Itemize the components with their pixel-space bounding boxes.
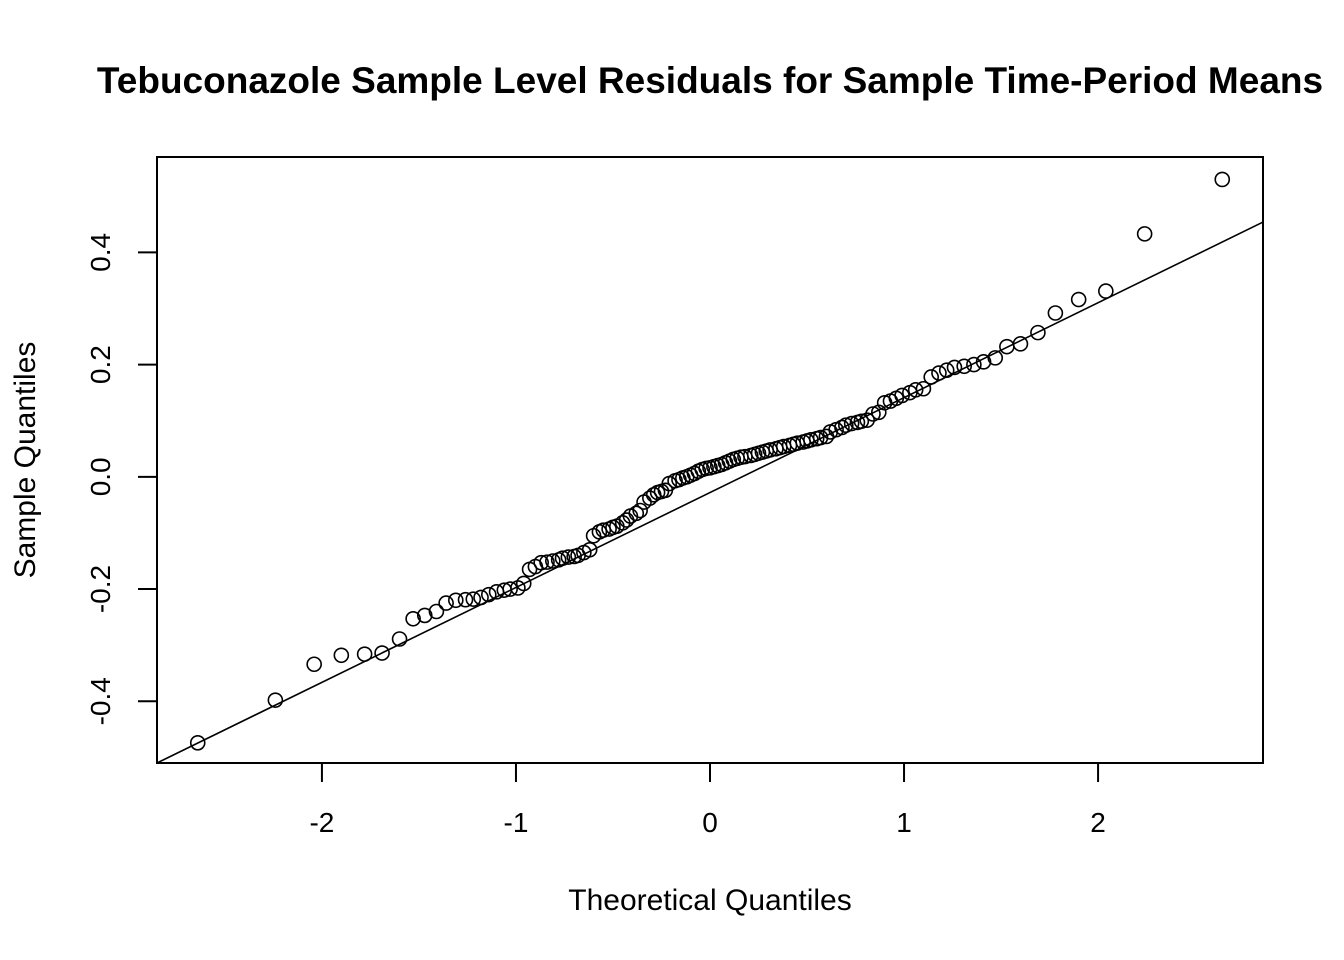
data-point	[416, 607, 433, 624]
data-point	[843, 415, 860, 432]
data-point	[457, 591, 474, 608]
data-point	[834, 419, 850, 436]
y-axis: -0.4 -0.2 0.0 0.2 0.4	[85, 233, 157, 725]
data-point	[502, 581, 518, 597]
data-point	[803, 431, 819, 448]
data-point	[1070, 291, 1087, 308]
data-point	[560, 549, 577, 565]
data-point	[946, 359, 963, 376]
data-point	[1214, 171, 1231, 188]
x-tick-label: -1	[504, 807, 529, 838]
data-point	[938, 362, 955, 379]
data-point	[632, 502, 648, 519]
data-point	[189, 734, 206, 751]
y-tick-label: 0.2	[85, 345, 116, 384]
data-point	[618, 512, 635, 528]
data-point	[465, 591, 482, 607]
data-point	[1136, 226, 1153, 242]
x-tick-label: 2	[1090, 807, 1106, 838]
data-point	[391, 631, 408, 647]
x-axis-title: Theoretical Quantiles	[568, 884, 851, 917]
data-point	[956, 358, 972, 375]
data-point	[1098, 283, 1114, 299]
data-point	[306, 656, 322, 673]
x-axis: -2 -1 0 1 2	[309, 763, 1106, 838]
data-point	[853, 413, 870, 430]
data-point	[515, 575, 532, 592]
data-point	[374, 645, 390, 661]
data-point	[923, 369, 940, 385]
data-point	[545, 553, 561, 569]
data-point	[966, 356, 982, 373]
data-point	[356, 646, 373, 662]
y-tick-label: 0.4	[85, 233, 116, 272]
data-point	[448, 592, 464, 609]
y-axis-title: Sample Quantiles	[9, 342, 42, 579]
data-point	[975, 354, 992, 370]
data-point	[838, 417, 854, 434]
x-tick-label: 1	[896, 807, 912, 838]
data-point	[1047, 305, 1064, 321]
reference-line	[156, 221, 1264, 764]
y-tick-label: -0.2	[85, 565, 116, 613]
data-points	[189, 171, 1231, 751]
data-point	[533, 554, 549, 571]
data-point	[642, 490, 658, 506]
data-point	[581, 541, 598, 558]
data-point	[987, 350, 1004, 366]
x-tick-label: 0	[702, 807, 718, 838]
data-point	[554, 550, 571, 566]
data-point	[473, 589, 489, 606]
data-point	[915, 380, 932, 397]
data-point	[267, 692, 284, 708]
data-point	[428, 603, 445, 620]
data-point	[931, 365, 947, 381]
data-point	[405, 610, 421, 627]
data-point	[480, 586, 497, 603]
y-tick-label: -0.4	[85, 677, 116, 725]
data-point	[1012, 336, 1029, 352]
data-point	[907, 382, 924, 398]
data-point	[628, 505, 645, 522]
data-point	[438, 595, 454, 611]
y-tick-label: 0.0	[85, 457, 116, 496]
x-tick-label: -2	[309, 807, 334, 838]
data-point	[894, 387, 910, 404]
data-point	[865, 406, 881, 422]
data-point	[539, 554, 555, 570]
data-point	[1030, 324, 1046, 341]
chart-title: Tebuconazole Sample Level Residuals for …	[97, 60, 1323, 101]
data-point	[333, 647, 350, 664]
